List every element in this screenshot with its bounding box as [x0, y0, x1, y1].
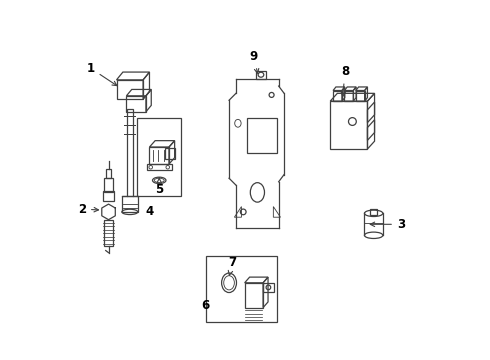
Bar [137, 118, 181, 196]
Bar [104, 178, 113, 192]
Bar [245, 283, 263, 307]
Text: 7: 7 [228, 256, 237, 275]
Bar [330, 101, 368, 149]
Bar [206, 256, 277, 322]
Bar [247, 118, 277, 153]
Text: 9: 9 [250, 50, 259, 73]
Bar [149, 147, 169, 164]
Text: 3: 3 [370, 218, 405, 231]
Bar [256, 71, 266, 79]
Text: 8: 8 [341, 66, 349, 96]
Bar [166, 148, 175, 159]
Bar [104, 220, 113, 246]
Bar [126, 96, 146, 112]
Text: 2: 2 [78, 203, 98, 216]
Text: 5: 5 [155, 178, 163, 197]
Text: 1: 1 [87, 62, 117, 86]
Text: 4: 4 [145, 205, 153, 218]
Bar [122, 196, 138, 212]
Bar [344, 90, 353, 101]
Bar [103, 192, 114, 201]
Text: 6: 6 [201, 299, 209, 312]
Bar [106, 169, 111, 178]
Bar [126, 109, 133, 196]
Bar [356, 90, 365, 101]
Bar [147, 164, 172, 170]
Bar [370, 209, 377, 215]
Bar [333, 90, 342, 101]
